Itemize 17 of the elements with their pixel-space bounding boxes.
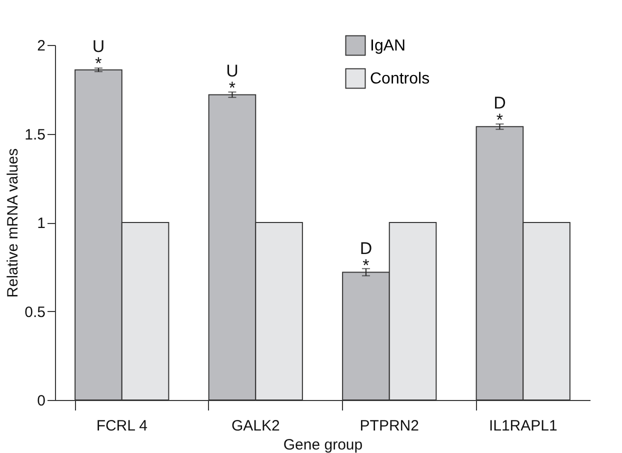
y-tick-label: 0.5 [24, 304, 46, 321]
x-tick-label: IL1RAPL1 [488, 418, 558, 434]
legend-label: IgAN [370, 38, 406, 54]
y-axis-title: Relative mRNA values [4, 148, 22, 298]
annotation: U * [226, 62, 238, 98]
x-tick-label: GALK2 [231, 418, 280, 434]
legend-label: Controls [370, 70, 430, 88]
annotation: D * [360, 239, 372, 276]
y-tick-label: 1.5 [24, 126, 46, 144]
x-axis-title: Gene group [283, 436, 363, 453]
annotation: U * [92, 36, 105, 73]
y-tick-label: 1 [37, 215, 46, 232]
x-tick-label: FCRL 4 [96, 418, 148, 434]
x-tick-label: PTPRN2 [360, 418, 419, 434]
y-tick-label: 0 [37, 392, 46, 410]
annotation: D * [494, 94, 506, 130]
y-tick-label: 2 [37, 38, 46, 54]
